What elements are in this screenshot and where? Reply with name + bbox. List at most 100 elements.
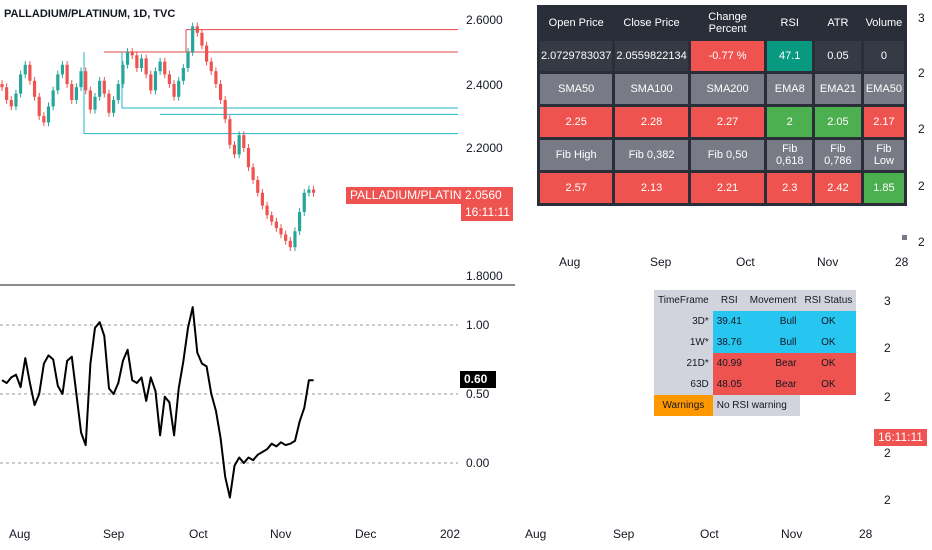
rsi-table-cell: 1W*: [654, 332, 713, 353]
metrics-header: RSI: [767, 8, 812, 38]
candle-body: [284, 234, 288, 241]
candle-body: [246, 148, 251, 168]
candle-body: [79, 71, 83, 88]
metrics-header: Fib High: [540, 140, 613, 170]
metrics-header: Fib Low: [863, 140, 904, 170]
rsi-table-cell: 21D*: [654, 353, 713, 374]
candle-body: [200, 32, 204, 46]
metrics-header: Fib 0,382: [615, 140, 688, 170]
rsi-table-cell: OK: [800, 311, 857, 332]
right-edge-label-b: 2: [884, 341, 891, 355]
candle-body: [19, 74, 23, 94]
candle-body: [177, 80, 181, 97]
rsi-grid: [0, 324, 458, 464]
candle-body: [209, 61, 213, 72]
metrics-value: 2.25: [540, 107, 613, 137]
candle-body: [102, 80, 106, 94]
time-axis-c-label: Aug: [525, 527, 547, 541]
metrics-value-row: 2.57 2.13 2.21 2.3 2.42 1.85: [540, 173, 904, 203]
metrics-header: EMA21: [815, 74, 861, 104]
metrics-value: 2.0559822134: [615, 41, 688, 71]
candle-body: [116, 84, 120, 100]
rsi-table-cell: 3D*: [654, 311, 713, 332]
rsi-table-row: 21D* 40.99 Bear OK: [654, 353, 857, 374]
metrics-value: 1.85: [863, 173, 904, 203]
candle-body: [60, 64, 65, 75]
candle-body: [46, 106, 51, 123]
candle-body: [56, 74, 60, 91]
right-edge-label-b: 2: [884, 493, 891, 507]
metrics-value: 47.1: [767, 41, 812, 71]
candle-body: [51, 90, 55, 107]
metrics-header: Fib 0,786: [815, 140, 861, 170]
candle-body: [181, 68, 185, 81]
metrics-value: 0.05: [815, 41, 861, 71]
rsi-axis-label: 1.00: [466, 318, 490, 332]
time-axis-c-label: Sep: [613, 527, 635, 541]
scale-marker: [902, 235, 907, 240]
candle-body: [37, 96, 41, 116]
fib-levels: [83, 29, 458, 135]
candle-body: [270, 215, 274, 222]
right-edge-label-b: 2: [884, 390, 891, 404]
candle-body: [293, 231, 297, 248]
rsi-table-cell: Bull: [745, 332, 801, 353]
right-edge-label: 2: [918, 122, 925, 136]
rsi-table-row: 63D 48.05 Bear OK: [654, 374, 857, 395]
metrics-header-row: Open Price Close Price Change Percent RS…: [540, 8, 904, 38]
metrics-value: 2.21: [690, 173, 765, 203]
candle-body: [112, 100, 116, 113]
candle-body: [121, 64, 125, 84]
metrics-value: 2.0729783037: [540, 41, 613, 71]
metrics-value: 2: [767, 107, 812, 137]
candle-body: [70, 84, 74, 100]
time-axis-label: Nov: [270, 527, 292, 541]
metrics-header-row: Fib High Fib 0,382 Fib 0,50 Fib 0,618 Fi…: [540, 140, 904, 170]
metrics-header: Fib 0,50: [690, 140, 765, 170]
candle-body: [149, 74, 153, 91]
candle-body: [23, 64, 27, 75]
time-axis-label: Oct: [189, 527, 208, 541]
candle-body: [214, 71, 218, 84]
rsi-table-cell: 48.05: [712, 374, 746, 395]
metrics-value: 2.42: [815, 173, 861, 203]
empty-cell: [800, 395, 857, 416]
time-axis-label: Sep: [103, 527, 125, 541]
symbol-tag: PALLADIUM/PLATINUM: [346, 187, 485, 204]
time-axis-b-label: 28: [895, 255, 909, 269]
candle-body: [88, 90, 92, 110]
rsi-table-cell: 63D: [654, 374, 713, 395]
metrics-header: Open Price: [540, 8, 613, 38]
rsi-timeframe-table: TimeFrame RSI Movement RSI Status 3D* 39…: [654, 290, 857, 416]
metrics-header: SMA200: [690, 74, 765, 104]
candle-body: [242, 135, 246, 148]
candle-body: [98, 80, 102, 97]
metrics-value: -0.77 %: [690, 41, 765, 71]
metrics-value-row: 2.25 2.28 2.27 2 2.05 2.17: [540, 107, 904, 137]
last-price-tag: 2.0560: [461, 187, 513, 204]
rsi-table-header: RSI Status: [800, 290, 857, 311]
candle-body: [42, 116, 46, 123]
metrics-header-row: SMA50 SMA100 SMA200 EMA8 EMA21 EMA50: [540, 74, 904, 104]
price-axis-label: 2.4000: [466, 78, 503, 92]
candle-body: [130, 52, 134, 56]
metrics-table: Open Price Close Price Change Percent RS…: [537, 5, 907, 206]
metrics-header: Fib 0,618: [767, 140, 812, 170]
candle-body: [135, 55, 139, 68]
candle-body: [153, 71, 158, 91]
rsi-series-line: [1, 306, 314, 499]
candle-body: [84, 71, 88, 91]
rsi-axis-label: 0.50: [466, 387, 490, 401]
rsi-table-header: Movement: [745, 290, 801, 311]
candle-body: [9, 100, 13, 107]
chart-title: PALLADIUM/PLATINUM, 1D, TVC: [4, 8, 176, 20]
candle-body: [251, 167, 255, 180]
rsi-value-tag: 0.60: [460, 371, 496, 388]
candle-body: [218, 84, 223, 100]
candle-body: [74, 87, 78, 100]
last-time-tag: 16:11:11: [461, 204, 513, 221]
time-axis-b-label: Sep: [650, 255, 672, 269]
metrics-header: SMA50: [540, 74, 613, 104]
candle-body: [288, 240, 292, 248]
